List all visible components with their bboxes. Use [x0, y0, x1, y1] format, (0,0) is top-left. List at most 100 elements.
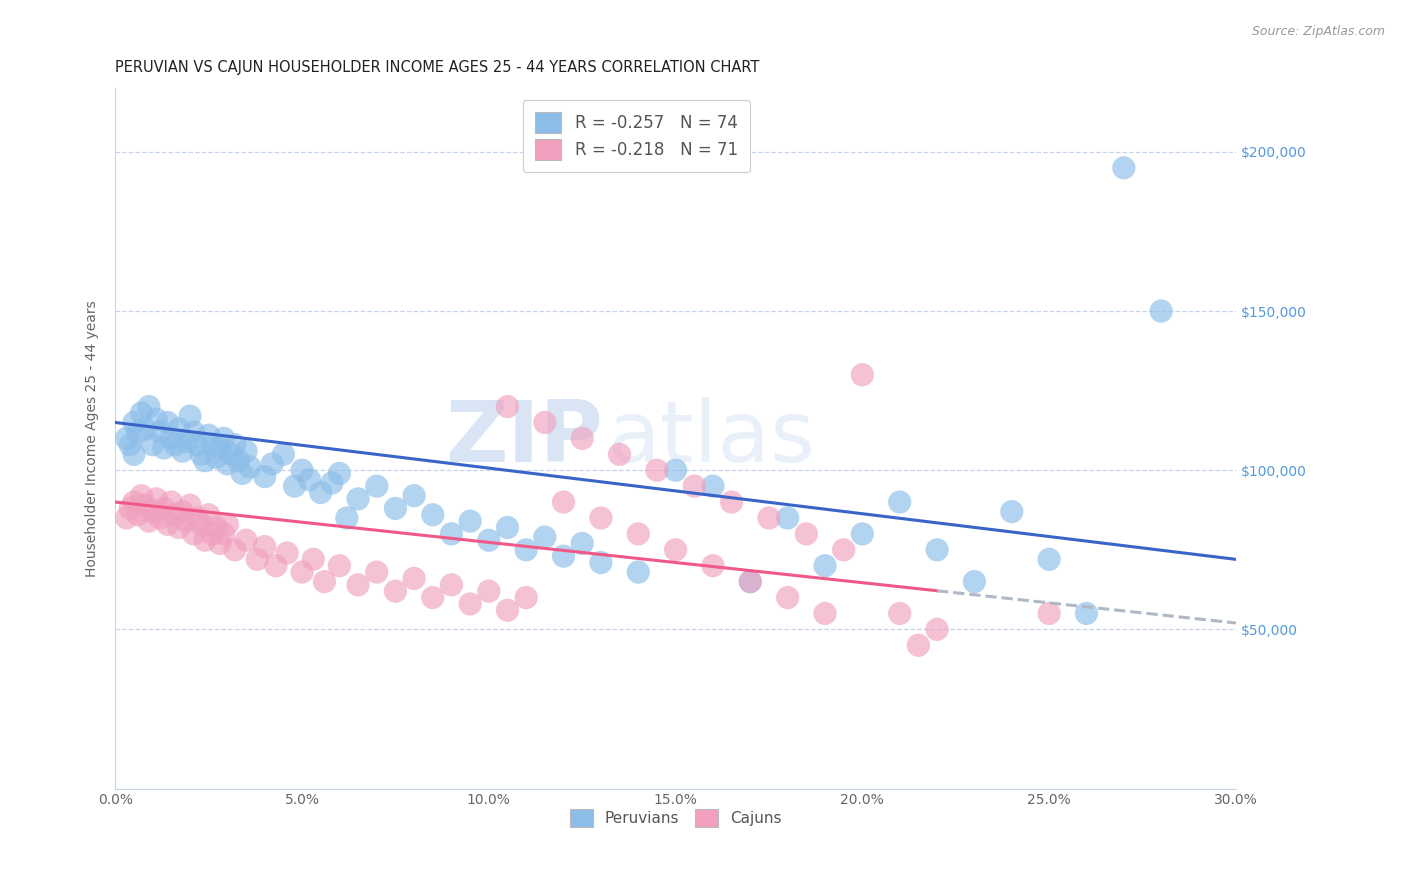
Point: [145, 412, 167, 426]
Point: [458, 514, 481, 528]
Point: [122, 416, 145, 430]
Point: [167, 422, 190, 436]
Point: [156, 416, 179, 430]
Point: [422, 591, 444, 605]
Point: [224, 542, 246, 557]
Point: [366, 479, 388, 493]
Point: [496, 520, 519, 534]
Point: [284, 479, 307, 493]
Point: [889, 495, 911, 509]
Point: [720, 495, 742, 509]
Point: [160, 495, 183, 509]
Point: [201, 438, 224, 452]
Point: [172, 505, 194, 519]
Point: [404, 571, 426, 585]
Point: [138, 400, 160, 414]
Point: [553, 495, 575, 509]
Point: [814, 558, 837, 573]
Point: [1038, 552, 1060, 566]
Point: [120, 501, 142, 516]
Point: [160, 431, 183, 445]
Point: [120, 438, 142, 452]
Point: [515, 542, 537, 557]
Point: [851, 368, 873, 382]
Point: [217, 457, 239, 471]
Point: [197, 508, 219, 522]
Point: [183, 425, 205, 439]
Point: [384, 501, 406, 516]
Point: [571, 536, 593, 550]
Point: [702, 479, 724, 493]
Point: [197, 428, 219, 442]
Text: Source: ZipAtlas.com: Source: ZipAtlas.com: [1251, 25, 1385, 38]
Point: [776, 591, 799, 605]
Point: [156, 517, 179, 532]
Point: [309, 485, 332, 500]
Point: [253, 469, 276, 483]
Point: [127, 508, 149, 522]
Point: [645, 463, 668, 477]
Point: [276, 546, 298, 560]
Legend: Peruvians, Cajuns: Peruvians, Cajuns: [564, 803, 787, 833]
Point: [776, 511, 799, 525]
Point: [534, 416, 557, 430]
Point: [122, 447, 145, 461]
Point: [163, 438, 186, 452]
Point: [814, 607, 837, 621]
Point: [231, 467, 253, 481]
Point: [1150, 304, 1173, 318]
Point: [115, 431, 138, 445]
Y-axis label: Householder Income Ages 25 - 44 years: Householder Income Ages 25 - 44 years: [86, 300, 100, 577]
Point: [1001, 505, 1024, 519]
Point: [273, 447, 295, 461]
Point: [142, 438, 165, 452]
Point: [228, 453, 250, 467]
Point: [145, 491, 167, 506]
Point: [366, 565, 388, 579]
Point: [889, 607, 911, 621]
Point: [194, 453, 217, 467]
Point: [422, 508, 444, 522]
Point: [321, 475, 343, 490]
Point: [740, 574, 762, 589]
Point: [219, 447, 242, 461]
Point: [134, 422, 156, 436]
Point: [328, 558, 350, 573]
Point: [186, 438, 208, 452]
Point: [665, 463, 688, 477]
Point: [515, 591, 537, 605]
Point: [262, 457, 284, 471]
Point: [291, 565, 314, 579]
Point: [758, 511, 780, 525]
Point: [440, 527, 463, 541]
Point: [683, 479, 706, 493]
Point: [205, 520, 228, 534]
Point: [440, 578, 463, 592]
Point: [1038, 607, 1060, 621]
Text: atlas: atlas: [609, 397, 817, 480]
Point: [174, 434, 197, 449]
Text: PERUVIAN VS CAJUN HOUSEHOLDER INCOME AGES 25 - 44 YEARS CORRELATION CHART: PERUVIAN VS CAJUN HOUSEHOLDER INCOME AGE…: [115, 60, 759, 75]
Point: [627, 565, 650, 579]
Point: [153, 501, 176, 516]
Point: [907, 638, 929, 652]
Point: [246, 552, 269, 566]
Point: [201, 527, 224, 541]
Point: [239, 460, 262, 475]
Point: [347, 491, 370, 506]
Point: [496, 603, 519, 617]
Point: [264, 558, 287, 573]
Point: [553, 549, 575, 564]
Point: [217, 517, 239, 532]
Point: [163, 508, 186, 522]
Point: [589, 511, 612, 525]
Point: [131, 406, 153, 420]
Point: [138, 514, 160, 528]
Point: [167, 520, 190, 534]
Point: [190, 447, 212, 461]
Point: [174, 514, 197, 528]
Point: [404, 489, 426, 503]
Point: [1112, 161, 1135, 175]
Point: [122, 495, 145, 509]
Point: [609, 447, 631, 461]
